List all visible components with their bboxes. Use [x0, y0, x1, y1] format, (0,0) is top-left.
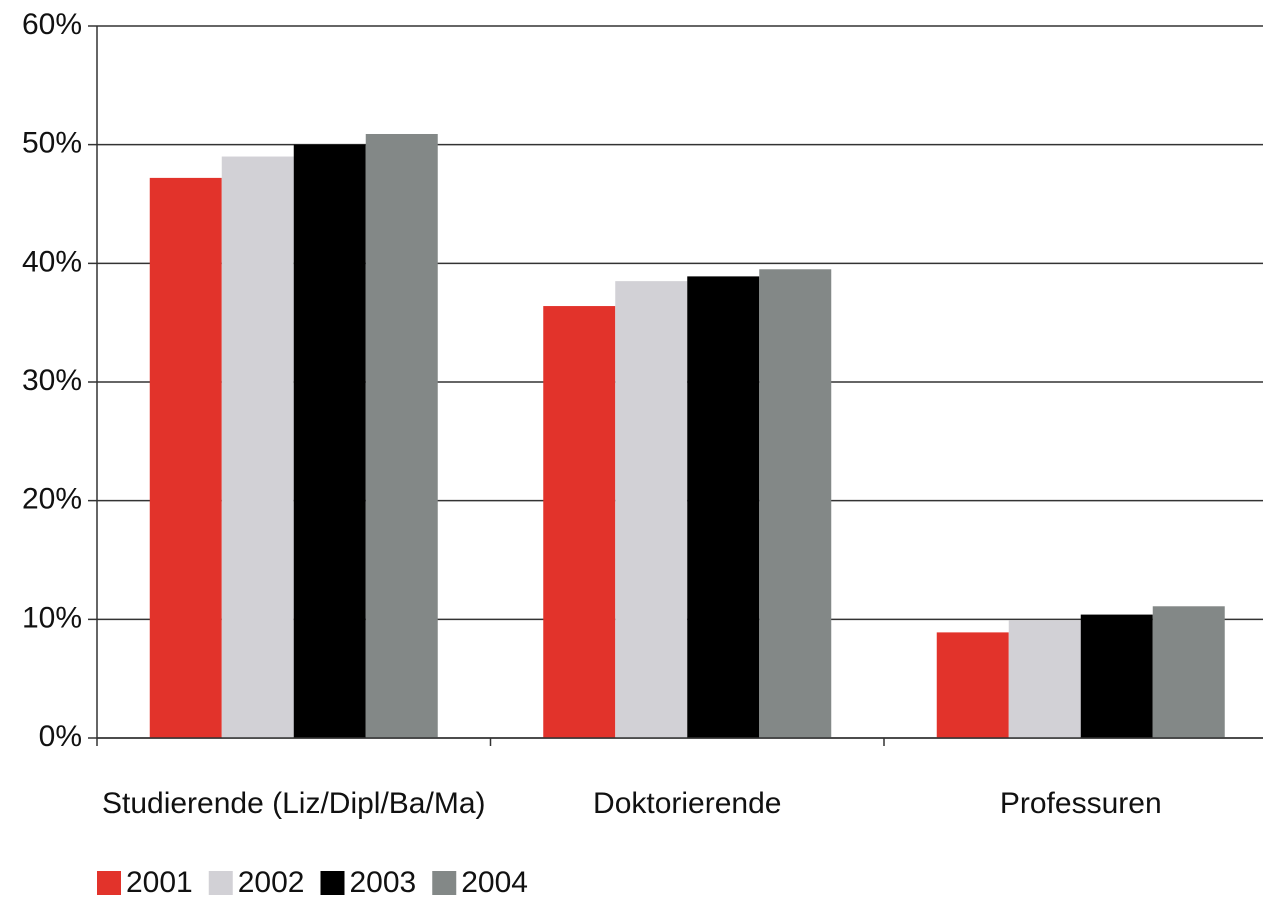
bar [759, 269, 832, 738]
legend-swatch [320, 871, 345, 895]
y-tick-label: 60% [22, 8, 82, 41]
y-tick-label: 20% [22, 483, 82, 516]
legend-label: 2001 [126, 866, 193, 899]
bar [1008, 620, 1081, 738]
x-tick-label: Doktorierende [593, 787, 781, 820]
y-tick-label: 0% [39, 720, 82, 753]
y-tick-label: 50% [22, 127, 82, 160]
y-tick-label: 10% [22, 601, 82, 634]
legend-swatch [432, 871, 457, 895]
bar [615, 281, 688, 738]
legend-label: 2004 [461, 866, 528, 899]
legend-label: 2003 [350, 866, 417, 899]
bar [936, 632, 1009, 738]
bar [1152, 606, 1225, 738]
legend-swatch [97, 871, 121, 895]
y-tick-label: 40% [22, 245, 82, 278]
x-tick-label: Professuren [1000, 787, 1162, 820]
bar [293, 144, 366, 738]
bar [221, 156, 294, 739]
bar [1080, 614, 1153, 738]
bar [687, 276, 760, 738]
bar [365, 133, 438, 738]
y-tick-label: 30% [22, 364, 82, 397]
bar [149, 177, 222, 739]
bar [543, 306, 616, 738]
legend-swatch [208, 871, 233, 895]
legend-label: 2002 [238, 866, 305, 899]
x-tick-label: Studierende (Liz/Dipl/Ba/Ma) [102, 787, 486, 820]
